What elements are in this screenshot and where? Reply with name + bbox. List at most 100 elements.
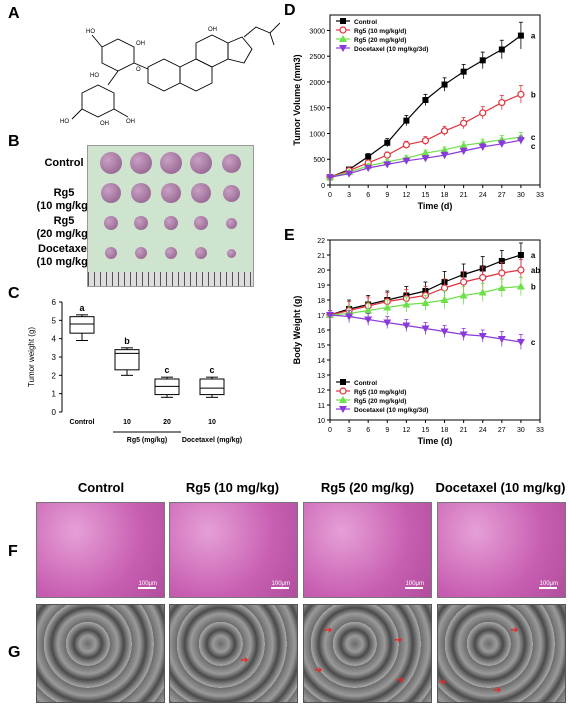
significance-label: a xyxy=(79,303,85,313)
panel-letter-b: B xyxy=(8,133,20,150)
data-point xyxy=(459,331,468,339)
x-tick-label: 21 xyxy=(460,427,468,434)
tem-image-control xyxy=(36,604,165,703)
y-tick-label: 22 xyxy=(317,238,325,245)
tumor-sample xyxy=(195,247,207,259)
data-point xyxy=(460,278,468,286)
tumor-sample xyxy=(160,152,182,174)
y-tick-label: 3000 xyxy=(309,28,325,35)
data-point xyxy=(517,252,524,258)
y-tick-label: 18 xyxy=(317,298,325,305)
panel-letter-f: F xyxy=(8,543,18,560)
group-label-rg5: Rg5 (mg/kg) xyxy=(127,437,167,444)
y-tick-label: 20 xyxy=(317,268,325,275)
tumor-sample xyxy=(194,216,208,230)
data-point xyxy=(364,316,373,324)
data-point xyxy=(383,161,392,169)
data-point xyxy=(402,322,411,330)
data-point xyxy=(440,296,449,303)
data-point xyxy=(421,325,430,333)
data-point xyxy=(339,26,347,34)
data-point xyxy=(497,284,506,291)
red-arrow-icon: ➔ xyxy=(394,635,403,646)
significance-label: b xyxy=(531,283,536,292)
data-point xyxy=(422,97,429,103)
svg-text:OH: OH xyxy=(136,41,145,47)
y-tick-label: 11 xyxy=(318,403,325,410)
data-point xyxy=(365,153,372,160)
tumor-sample xyxy=(190,152,212,174)
data-point xyxy=(441,81,448,88)
y-tick-label: 19 xyxy=(317,283,325,290)
y-tick-label: 16 xyxy=(317,328,325,335)
data-point xyxy=(459,148,468,155)
svg-text:O: O xyxy=(136,67,141,73)
legend-label: Control xyxy=(354,19,377,26)
data-point xyxy=(383,319,392,327)
legend-label: Docetaxel (10 mg/kg/3d) xyxy=(354,46,428,53)
group-label-docetaxel: Docetaxel (mg/kg) xyxy=(182,437,242,444)
he-image-rg5-10: 100μm xyxy=(169,502,298,598)
panel-letter-d: D xyxy=(284,2,296,19)
box xyxy=(69,316,95,334)
panel-letter-a: A xyxy=(8,5,20,22)
red-arrow-icon: ➔ xyxy=(438,677,447,688)
he-image-docetaxel: 100μm xyxy=(437,502,566,598)
data-point xyxy=(517,266,525,274)
data-point xyxy=(402,157,411,165)
tumor-sample xyxy=(131,183,151,203)
x-tick-label: 15 xyxy=(422,427,430,434)
svg-text:OH: OH xyxy=(100,121,109,127)
significance-label: c xyxy=(164,365,169,375)
data-point xyxy=(497,140,506,148)
x-tick-label: 18 xyxy=(441,427,449,434)
column-header-rg5-10: Rg5 (10 mg/kg) xyxy=(185,480,280,495)
x-axis-label: Time (d) xyxy=(418,201,453,211)
tumor-sample xyxy=(165,247,177,259)
significance-label: c xyxy=(209,365,214,375)
data-point xyxy=(478,288,487,296)
svg-text:HO: HO xyxy=(86,29,95,35)
x-tick-label: 30 xyxy=(517,427,525,434)
data-point xyxy=(339,387,347,395)
data-point xyxy=(339,35,347,42)
data-point xyxy=(517,32,524,39)
data-point xyxy=(497,336,506,343)
data-point xyxy=(340,379,346,385)
y-axis-label: Body Weight (g) xyxy=(292,296,302,365)
data-point xyxy=(498,269,506,277)
x-tick-label: 6 xyxy=(366,192,370,199)
legend-label: Rg5 (20 mg/kg/d) xyxy=(354,37,406,44)
tumor-sample xyxy=(226,248,236,258)
svg-text:OH: OH xyxy=(208,27,217,33)
x-tick-label: 10 xyxy=(208,419,216,426)
red-arrow-icon: ➔ xyxy=(314,665,323,676)
y-tick-label: 13 xyxy=(317,373,325,380)
data-point xyxy=(421,137,430,145)
tumor-sample xyxy=(221,153,241,173)
legend-label: Rg5 (10 mg/kg/d) xyxy=(354,389,406,396)
panel-letter-c: C xyxy=(8,285,20,302)
y-tick-label: 2500 xyxy=(309,54,325,61)
series-line xyxy=(329,93,522,178)
data-point xyxy=(383,151,391,159)
x-axis-label: Time (d) xyxy=(418,436,453,446)
box xyxy=(114,349,140,371)
data-point xyxy=(403,117,410,124)
red-arrow-icon: ➔ xyxy=(324,625,333,636)
tem-image-rg5-10: ➔ xyxy=(169,604,298,703)
significance-label: b xyxy=(124,336,130,346)
y-tick-label: 15 xyxy=(317,343,325,350)
data-point xyxy=(516,137,525,145)
y-tick-label: 1000 xyxy=(309,131,325,138)
y-tick-label: 500 xyxy=(313,157,325,164)
x-tick-label: 9 xyxy=(385,192,389,199)
x-tick-label: 3 xyxy=(347,192,351,199)
data-point xyxy=(345,170,354,178)
tem-image-docetaxel: ➔ ➔ ➔ xyxy=(437,604,566,703)
significance-label: c xyxy=(531,133,536,142)
tumor-volume-chart: 0 3 6 9 12 15 18 21 24 27 30 33 0 500 1000 1500 2000 2500… xyxy=(292,14,544,211)
y-tick-label: 4 xyxy=(52,335,57,344)
data-point xyxy=(402,300,411,308)
y-tick-label: 10 xyxy=(317,418,325,425)
